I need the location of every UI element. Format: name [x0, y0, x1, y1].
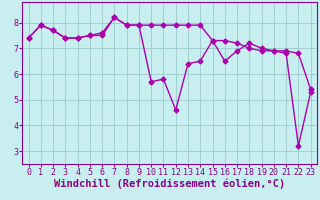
X-axis label: Windchill (Refroidissement éolien,°C): Windchill (Refroidissement éolien,°C) [54, 179, 285, 189]
